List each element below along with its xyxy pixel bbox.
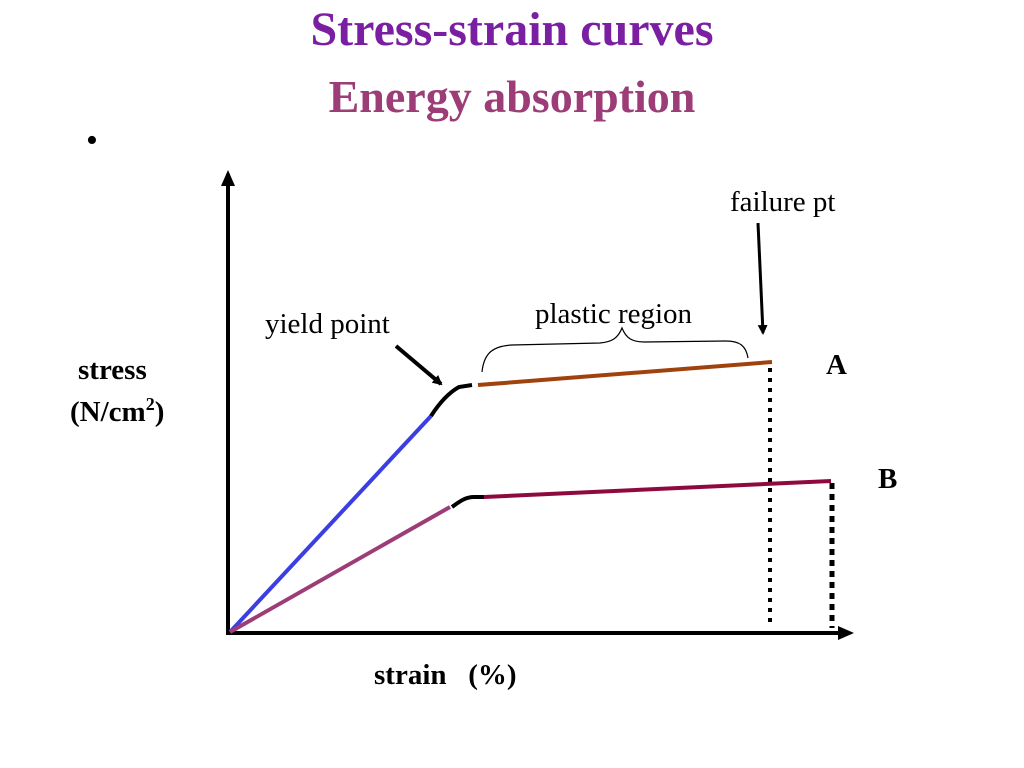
yield-point-label: yield point (265, 308, 390, 340)
failure-pt-arrow (756, 222, 768, 335)
failure-pt-label: failure pt (730, 186, 835, 218)
curve-b-label: B (878, 463, 897, 495)
curve-a-elastic-line (228, 414, 433, 634)
plastic-region-brace (481, 326, 749, 373)
page-title: Stress-strain curves (310, 3, 714, 56)
page-subtitle: Energy absorption (328, 71, 696, 122)
plastic-region-label: plastic region (535, 298, 693, 330)
stress-units-superscript: 2 (146, 394, 155, 414)
bullet: • (86, 122, 98, 159)
curve-b-yield-segment (450, 495, 484, 509)
y-axis-arrow (221, 170, 235, 186)
yield-point-arrow (394, 344, 443, 386)
stress-units-close: ) (155, 396, 165, 428)
curve-b-elastic-line (229, 505, 451, 634)
stress-axis-label: stress (78, 354, 147, 386)
x-axis-arrow (838, 626, 854, 640)
stress-units-open: (N/cm (70, 396, 146, 428)
curve-b-plastic-line (483, 479, 832, 499)
curve-a-plastic-line (477, 360, 773, 387)
curve-a-yield-segment (429, 383, 473, 418)
stress-units-label: (N/cm2) (70, 394, 164, 428)
curve-a-label: A (826, 349, 847, 381)
strain-axis-label: strain (%) (374, 659, 517, 691)
